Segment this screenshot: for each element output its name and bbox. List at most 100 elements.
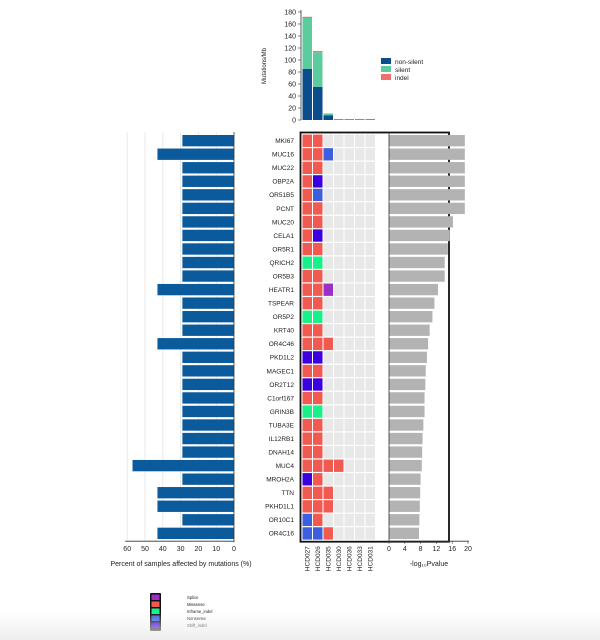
- cell-OBP2A-HCD031: [365, 175, 375, 188]
- percent-bar-OR4C16: [157, 527, 234, 539]
- cell-PCNT-HCD031: [365, 202, 375, 215]
- top-y-tick-label: 0: [292, 118, 296, 125]
- cell-MUC20-HCD030: [334, 215, 344, 229]
- cell-PKD1L2-HCD031: [365, 351, 375, 364]
- gene-label-TSPEAR: TSPEAR: [268, 301, 294, 308]
- cell-QRICH2-HCD035: [323, 256, 333, 269]
- cell-MUC4-HCD030-Missense: [334, 459, 344, 472]
- cell-OR4C16-HCD027-Nonsense: [302, 527, 312, 540]
- cell-MROH2A-HCD026-Missense: [313, 473, 323, 486]
- gene-label-MROH2A: MROH2A: [266, 477, 294, 484]
- cell-MROH2A-HCD030: [334, 473, 344, 486]
- cell-GRIN3B-HCD033: [355, 405, 365, 418]
- pvalue-bar-HEATR1: [389, 283, 438, 296]
- cell-MAGEC1-HCD033: [355, 364, 365, 378]
- percent-x-tick-label: 50: [141, 546, 149, 553]
- percent-bar-OR5R1: [182, 243, 234, 255]
- gene-label-OR51B5: OR51B5: [269, 192, 294, 199]
- cell-MUC16-HCD026-Missense: [313, 148, 323, 161]
- pvalue-bar-OR5R1: [389, 243, 448, 255]
- top-bar-silent-HCD027: [302, 18, 312, 69]
- cell-PCNT-HCD027-Missense: [302, 202, 312, 215]
- legend-label-Missense: Missense: [187, 602, 205, 607]
- cell-C1orf167-HCD036: [344, 391, 354, 405]
- top-bar-non-silent-HCD030: [334, 119, 344, 120]
- cell-MAGEC1-HCD036: [344, 364, 354, 378]
- cell-MUC22-HCD035: [323, 161, 333, 175]
- cell-OR5P2-HCD027-Inframe_indel: [302, 310, 312, 323]
- top-bar-non-silent-HCD033: [355, 119, 365, 120]
- gene-label-MUC20: MUC20: [272, 219, 294, 226]
- cell-OR5B3-HCD030: [334, 270, 344, 283]
- legend-swatch-silent: [381, 66, 391, 72]
- cell-OR10C1-HCD026-Missense: [313, 513, 323, 527]
- gene-label-MUC16: MUC16: [272, 152, 294, 159]
- pvalue-x-tick-label: 0: [387, 546, 391, 553]
- top-bar-non-silent-HCD035: [323, 115, 333, 120]
- top-y-tick-label: 60: [288, 82, 296, 89]
- cell-MUC22-HCD033: [355, 161, 365, 175]
- cell-OR5P2-HCD031: [365, 310, 375, 323]
- sample-label-HCD030: HCD030: [336, 546, 343, 571]
- cell-KRT40-HCD036: [344, 324, 354, 337]
- cell-IL12RB1-HCD030: [334, 432, 344, 445]
- cell-OR4C16-HCD030: [334, 527, 344, 540]
- pvalue-bar-OR10C1: [389, 514, 420, 526]
- cell-MKI67-HCD035: [323, 134, 333, 147]
- percent-axis-label: Percent of samples affected by mutations…: [110, 561, 251, 568]
- cell-MKI67-HCD036: [344, 134, 354, 147]
- cell-TTN-HCD036: [344, 486, 354, 499]
- legend-swatch-Inframe_indel: [151, 608, 160, 614]
- cell-TSPEAR-HCD033: [355, 297, 365, 310]
- cell-MKI67-HCD031: [365, 134, 375, 147]
- percent-bar-OR5B3: [182, 270, 234, 282]
- cell-MUC20-HCD026-Missense: [313, 215, 323, 229]
- legend-swatch-Splice: [151, 594, 160, 600]
- cell-HEATR1-HCD031: [365, 283, 375, 296]
- cell-OR5P2-HCD030: [334, 310, 344, 323]
- top-y-tick-label: 40: [288, 94, 296, 101]
- cell-TTN-HCD031: [365, 486, 375, 499]
- cell-DNAH14-HCD027-Missense: [302, 446, 312, 459]
- cell-QRICH2-HCD036: [344, 256, 354, 269]
- cell-OR10C1-HCD035: [323, 513, 333, 527]
- cell-MUC4-HCD033: [355, 459, 365, 472]
- top-y-tick-label: 120: [284, 46, 296, 53]
- gene-label-MUC22: MUC22: [272, 165, 294, 172]
- cell-TUBA3E-HCD031: [365, 418, 375, 432]
- cell-MUC22-HCD030: [334, 161, 344, 175]
- cell-MUC16-HCD031: [365, 148, 375, 161]
- cell-QRICH2-HCD026-Inframe_indel: [313, 256, 323, 269]
- cell-OR5P2-HCD026-Inframe_indel: [313, 310, 323, 323]
- cell-OR5B3-HCD033: [355, 270, 365, 283]
- cell-MKI67-HCD030: [334, 134, 344, 147]
- cell-C1orf167-HCD031: [365, 391, 375, 405]
- cell-TUBA3E-HCD036: [344, 418, 354, 432]
- cell-OR4C46-HCD036: [344, 337, 354, 351]
- cell-HEATR1-HCD035-Splice: [323, 283, 333, 296]
- pvalue-bar-MUC16: [389, 148, 465, 160]
- top-y-tick-label: 160: [284, 22, 296, 29]
- percent-bar-MROH2A: [182, 473, 234, 485]
- percent-bar-MUC22: [182, 162, 234, 174]
- percent-x-tick-label: 40: [159, 546, 167, 553]
- cell-TUBA3E-HCD033: [355, 418, 365, 432]
- percent-x-tick-label: 0: [232, 546, 236, 553]
- gene-label-HEATR1: HEATR1: [269, 287, 295, 294]
- cell-QRICH2-HCD031: [365, 256, 375, 269]
- cell-QRICH2-HCD033: [355, 256, 365, 269]
- cell-PKD1L2-HCD027-Shift_indel: [302, 351, 312, 364]
- pvalue-bar-GRIN3B: [389, 405, 425, 418]
- cell-OR2T12-HCD033: [355, 378, 365, 391]
- cell-MUC16-HCD035-Nonsense: [323, 148, 333, 161]
- cell-MAGEC1-HCD030: [334, 364, 344, 378]
- gene-label-MKI67: MKI67: [275, 138, 294, 145]
- cell-OR5B3-HCD027-Missense: [302, 270, 312, 283]
- cell-OR4C46-HCD035-Missense: [323, 337, 333, 351]
- cell-GRIN3B-HCD030: [334, 405, 344, 418]
- percent-x-tick-label: 10: [212, 546, 220, 553]
- pvalue-bar-PKHD1L1: [389, 500, 420, 512]
- gene-label-OR2T12: OR2T12: [269, 382, 294, 389]
- gene-label-PKD1L2: PKD1L2: [270, 355, 295, 362]
